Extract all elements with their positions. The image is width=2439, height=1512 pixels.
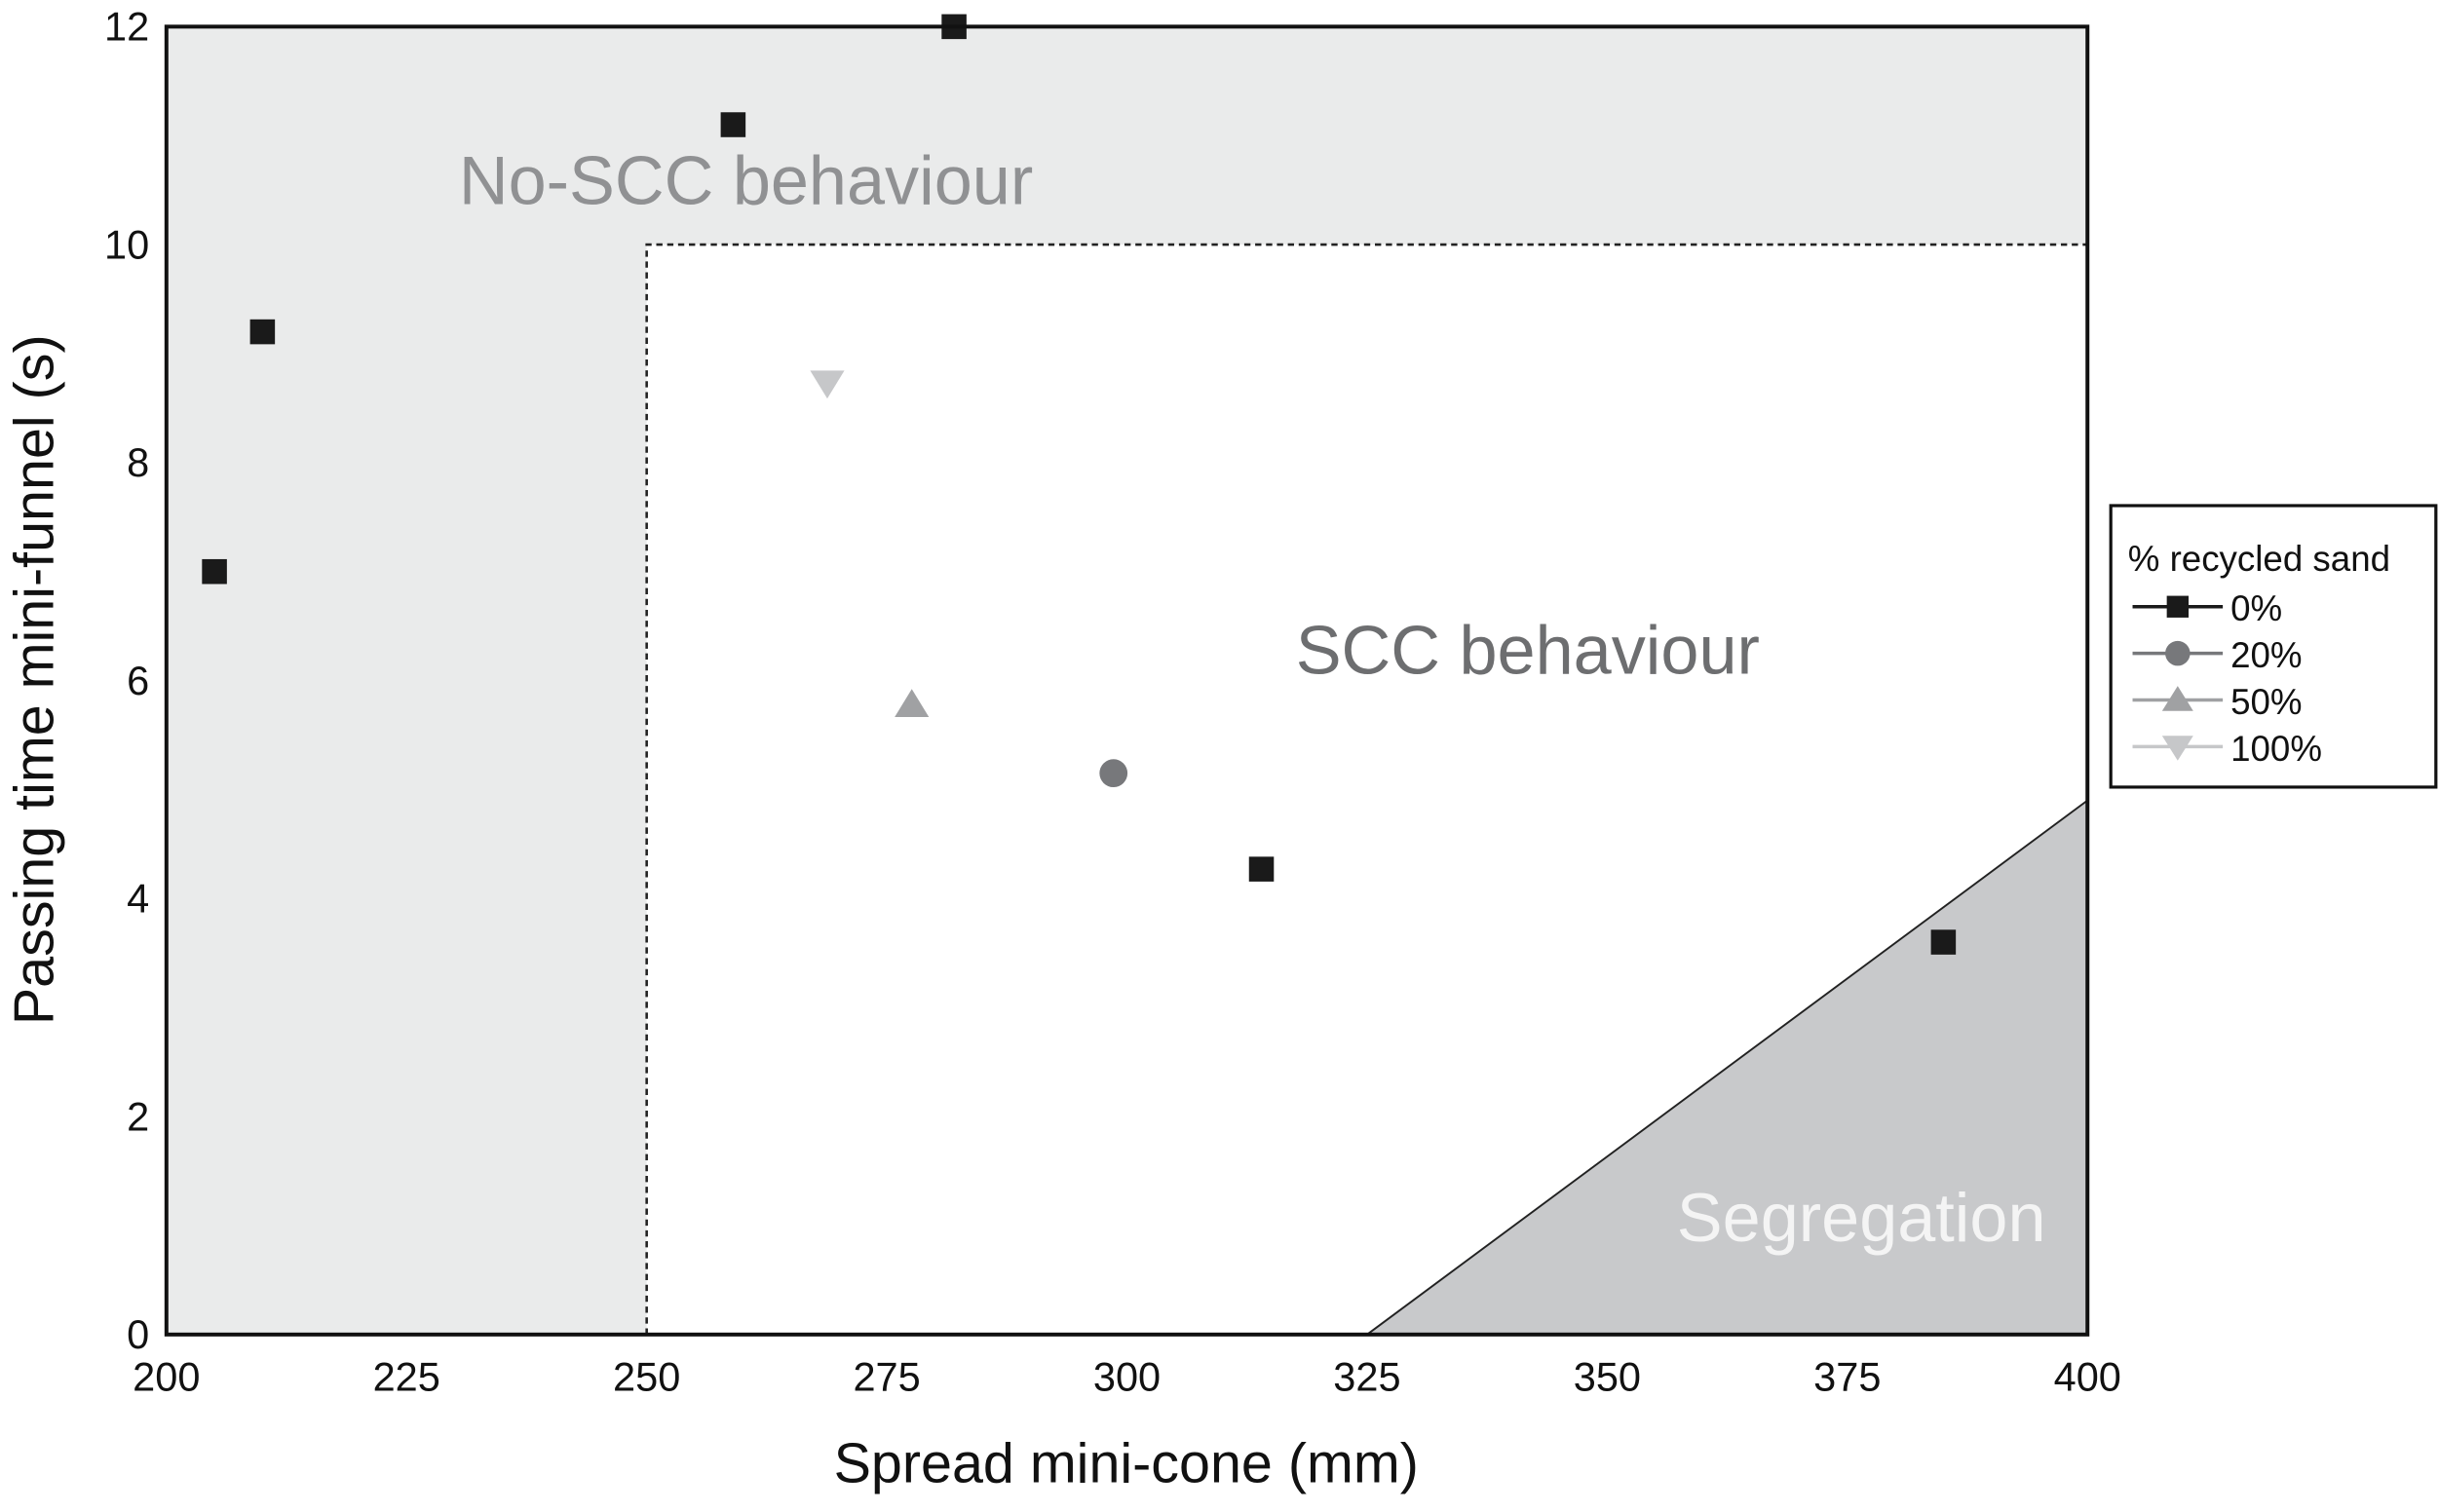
region-scc-boundary: [645, 243, 2088, 1335]
y-tick-label: 12: [104, 4, 149, 50]
data-point-triangle-down: [810, 370, 845, 399]
legend-marker-triangle-down: [2161, 736, 2193, 761]
legend: % recycled sand 0% 20% 50% 100%: [2109, 504, 2438, 789]
x-tick-label: 350: [1574, 1353, 1641, 1399]
y-tick-label: 2: [127, 1093, 149, 1139]
x-tick-label: 400: [2054, 1353, 2121, 1399]
x-tick-label: 325: [1333, 1353, 1400, 1399]
y-tick-label: 4: [127, 876, 149, 922]
legend-label: 0%: [2230, 588, 2282, 628]
y-tick-label: 8: [127, 439, 149, 485]
y-axis-label: Passing time mini-funnel (s): [3, 334, 65, 1025]
legend-label: 50%: [2230, 682, 2302, 722]
x-tick-label: 250: [613, 1353, 680, 1399]
legend-label: 100%: [2230, 729, 2322, 769]
x-axis-label: Spread mini-cone (mm): [834, 1432, 1419, 1494]
data-point-circle: [1099, 759, 1128, 788]
data-point-square: [720, 112, 746, 137]
data-point-square: [1930, 929, 1957, 955]
x-tick-label: 275: [853, 1353, 920, 1399]
legend-label: 20%: [2230, 635, 2302, 675]
data-point-square: [249, 319, 276, 345]
region-label-scc: SCC behaviour: [1296, 611, 1760, 688]
y-tick-label: 10: [104, 221, 149, 267]
data-point-triangle-up: [895, 689, 930, 717]
x-tick-label: 200: [133, 1353, 200, 1399]
y-tick-label: 6: [127, 658, 149, 703]
data-point-square: [202, 558, 227, 585]
legend-title: % recycled sand: [2128, 539, 2390, 579]
x-tick-label: 375: [1813, 1353, 1881, 1399]
x-tick-label: 225: [373, 1353, 440, 1399]
legend-marker-square: [2166, 595, 2189, 618]
legend-marker-circle: [2165, 640, 2191, 666]
region-label-segregation: Segregation: [1677, 1179, 2046, 1256]
legend-marker-triangle-up: [2161, 686, 2193, 711]
data-point-square: [1248, 856, 1275, 882]
plot-frame: [164, 24, 2090, 1337]
region-label-no-scc: No-SCC behaviour: [459, 141, 1033, 218]
x-tick-label: 300: [1093, 1353, 1161, 1399]
y-tick-label: 0: [127, 1311, 149, 1357]
